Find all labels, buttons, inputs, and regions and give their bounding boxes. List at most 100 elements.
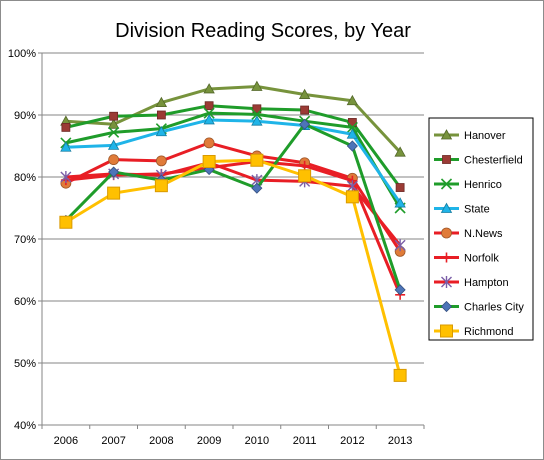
data-point-hanover	[203, 83, 215, 94]
series-line-henrico	[65, 111, 402, 209]
data-point-charles-city	[108, 166, 120, 178]
data-point-norfolk	[299, 160, 310, 171]
x-tick-label: 2013	[388, 435, 412, 447]
data-point-richmond	[250, 153, 264, 167]
data-point-charles-city	[394, 284, 406, 296]
y-tick-label: 40%	[14, 420, 36, 432]
data-point-state	[155, 125, 168, 137]
data-point-chesterfield	[395, 183, 405, 192]
data-point-richmond	[107, 186, 121, 200]
data-point-henrico	[346, 121, 358, 133]
legend-entry-charles-city: Charles City	[434, 300, 524, 314]
legend-label: Norfolk	[464, 253, 499, 265]
data-point-charles-city	[251, 182, 263, 194]
data-point-n-news	[203, 137, 215, 149]
data-point-henrico	[251, 108, 263, 120]
data-point-state	[60, 141, 72, 152]
data-point-chesterfield	[300, 105, 310, 115]
y-tick-label: 80%	[14, 172, 36, 184]
series-lines	[59, 80, 407, 382]
legend-entry-n-news: N.News	[434, 227, 503, 240]
series-line-chesterfield	[65, 104, 402, 189]
data-point-state	[394, 197, 406, 208]
series-chesterfield	[61, 101, 405, 192]
axes: 40% 50% 60% 70% 80% 90% 100% 2006 2007 2008 2009 20…	[8, 48, 425, 447]
data-point-richmond	[298, 169, 312, 183]
chart-title: Division Reading Scores, by Year	[115, 20, 411, 42]
x-tick-label: 2008	[149, 435, 173, 447]
x-tick-label: 2009	[197, 435, 221, 447]
legend-marker	[440, 129, 453, 140]
legend-label: Hanover	[464, 130, 506, 142]
data-point-hanover	[251, 80, 263, 91]
y-tick-label: 90%	[14, 110, 36, 122]
x-tick-label: 2010	[245, 435, 269, 447]
legend-marker	[440, 202, 453, 213]
data-point-henrico	[108, 126, 120, 138]
data-point-n-news	[108, 154, 120, 166]
series-line-richmond	[65, 158, 402, 376]
legend-marker	[440, 300, 453, 313]
legend-entry-norfolk: Norfolk	[434, 252, 499, 265]
data-point-charles-city	[299, 118, 311, 130]
x-tick-label: 2006	[54, 435, 78, 447]
data-point-chesterfield	[156, 110, 166, 120]
legend-marker	[441, 276, 452, 288]
series-richmond	[59, 153, 407, 382]
legend-entry-chesterfield: Chesterfield	[434, 155, 523, 167]
x-tick-label: 2012	[340, 435, 364, 447]
legend-label: Charles City	[464, 302, 524, 314]
data-point-richmond	[202, 155, 216, 168]
data-point-richmond	[59, 215, 73, 229]
y-tick-label: 100%	[8, 48, 36, 60]
data-point-hanover	[394, 146, 406, 157]
legend: Hanover Chesterfield Henrico State N.News Nor…	[428, 117, 534, 341]
data-point-state	[251, 115, 263, 126]
data-point-hanover	[107, 118, 120, 129]
data-point-chesterfield	[61, 123, 71, 132]
legend-label: Richmond	[464, 326, 514, 338]
legend-marker	[442, 155, 451, 164]
data-point-chesterfield	[252, 104, 262, 114]
legend-entry-hanover: Hanover	[434, 129, 506, 142]
legend-entry-richmond: Richmond	[434, 324, 514, 338]
y-tick-label: 70%	[14, 234, 36, 246]
data-point-richmond	[393, 368, 407, 382]
legend-entry-henrico: Henrico	[434, 178, 502, 191]
series-line-charles-city	[64, 122, 402, 291]
data-point-richmond	[345, 190, 359, 204]
y-tick-label: 50%	[14, 358, 36, 370]
series-line-state	[65, 118, 402, 204]
y-tick-label: 60%	[14, 296, 36, 308]
legend-marker	[441, 252, 452, 263]
data-point-hampton	[60, 171, 72, 183]
series-charles-city	[60, 118, 406, 296]
data-point-state	[346, 128, 359, 139]
data-point-chesterfield	[204, 101, 214, 111]
data-point-richmond	[154, 179, 168, 193]
series-hanover	[60, 80, 406, 157]
legend-entry-hampton: Hampton	[434, 276, 509, 289]
legend-label: Chesterfield	[464, 155, 523, 167]
data-point-henrico	[203, 107, 215, 119]
data-point-state	[203, 114, 215, 125]
series-line-n-news	[65, 141, 402, 253]
data-point-hanover	[346, 94, 359, 106]
data-point-hanover	[298, 88, 311, 99]
legend-label: State	[464, 204, 490, 216]
legend-marker	[441, 227, 452, 239]
legend-label: Hampton	[464, 277, 509, 289]
x-tick-label: 2011	[293, 435, 317, 447]
data-point-chesterfield	[109, 111, 119, 121]
data-point-state	[107, 139, 120, 150]
data-point-n-news	[155, 155, 167, 167]
data-point-hampton	[394, 239, 406, 252]
series-state	[60, 114, 406, 208]
gridlines	[42, 52, 424, 426]
x-tick-label: 2007	[101, 435, 125, 447]
legend-label: Henrico	[464, 179, 502, 191]
legend-marker	[440, 324, 453, 338]
legend-label: N.News	[464, 228, 503, 240]
